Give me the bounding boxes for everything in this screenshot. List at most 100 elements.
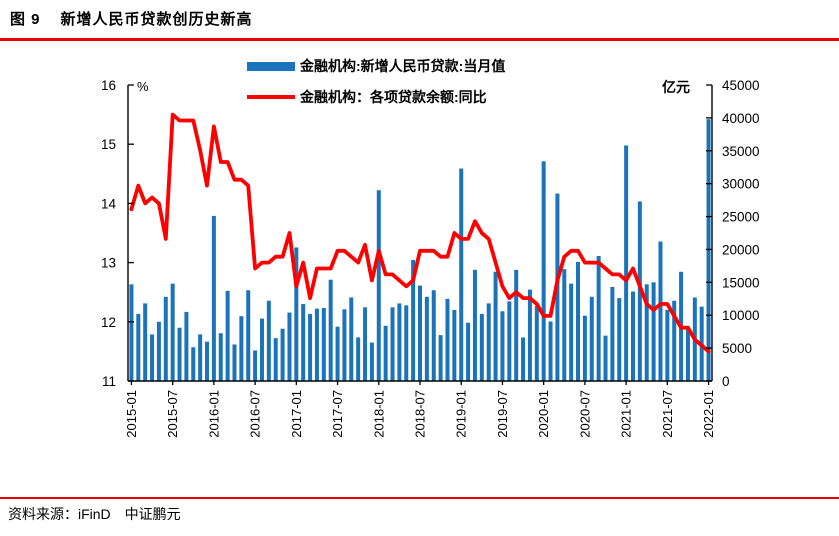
left-axis-tick-label: 11 — [102, 374, 116, 389]
bar — [521, 337, 526, 381]
bar — [665, 309, 670, 381]
x-axis-tick-label: 2018-01 — [371, 390, 386, 438]
source-note: 资料来源：iFinD 中证鹏元 — [8, 506, 181, 522]
bar — [610, 286, 615, 381]
bar — [576, 261, 581, 381]
right-axis-tick-label: 20000 — [722, 242, 760, 257]
x-axis-tick-label: 2020-01 — [536, 390, 551, 438]
bar — [253, 350, 258, 381]
bar — [363, 307, 368, 381]
bar — [486, 303, 491, 381]
bar — [466, 322, 471, 381]
bar — [308, 313, 313, 381]
bar — [472, 269, 477, 381]
bar — [514, 269, 519, 381]
x-axis-tick-label: 2021-01 — [619, 390, 634, 438]
bar — [630, 291, 635, 381]
bar — [404, 305, 409, 381]
bar — [356, 337, 361, 381]
loan-growth-line — [129, 112, 711, 354]
left-axis-tick-label: 16 — [101, 78, 116, 93]
bar — [644, 284, 649, 381]
bar — [624, 145, 629, 381]
bar — [191, 347, 196, 381]
figure-title: 图 9 新增人民币贷款创历史新高 — [10, 8, 253, 29]
left-axis-tick-label: 13 — [101, 256, 116, 271]
x-axis-tick-label: 2021-07 — [660, 390, 675, 438]
line-series-swatch — [247, 95, 295, 99]
x-axis-tick-label: 2019-07 — [495, 390, 510, 438]
x-axis-tick-label: 2016-07 — [248, 390, 263, 438]
bar — [390, 307, 395, 381]
x-axis-tick-label: 2020-07 — [577, 390, 592, 438]
bar — [548, 321, 553, 381]
bar — [431, 290, 436, 381]
bar — [651, 282, 656, 381]
chart-legend: 金融机构:新增人民币贷款:当月值 金融机构：各项贷款余额:同比 — [247, 55, 505, 117]
left-axis-tick-label: 14 — [101, 196, 117, 211]
x-axis-tick-label: 2019-01 — [454, 390, 469, 438]
x-axis-tick-label: 2018-07 — [413, 390, 428, 438]
bar — [136, 313, 141, 381]
legend-label-line: 金融机构：各项贷款余额:同比 — [300, 89, 487, 105]
bar — [424, 296, 429, 381]
bar — [156, 321, 161, 381]
bar — [273, 338, 278, 381]
bar — [314, 308, 319, 381]
bar — [500, 311, 505, 381]
bar — [479, 313, 484, 381]
bar — [129, 284, 134, 381]
bar — [170, 283, 175, 381]
left-axis-unit-label: % — [137, 79, 149, 94]
x-axis-tick-label: 2017-07 — [330, 390, 345, 438]
right-axis-tick-label: 35000 — [722, 144, 760, 159]
bar — [280, 328, 285, 381]
right-axis-tick-label: 40000 — [722, 111, 760, 126]
bar — [459, 168, 464, 381]
bar — [672, 300, 677, 381]
bar — [527, 289, 532, 381]
bar — [143, 303, 148, 381]
right-axis-tick-label: 25000 — [722, 210, 760, 225]
bar — [342, 309, 347, 381]
legend-label-bars: 金融机构:新增人民币贷款:当月值 — [300, 58, 506, 74]
x-axis-tick-label: 2016-01 — [206, 390, 221, 438]
bar — [596, 256, 601, 381]
bar — [452, 309, 457, 381]
figure-title-text: 新增人民币贷款创历史新高 — [60, 11, 253, 28]
bar — [438, 335, 443, 381]
bar — [232, 344, 237, 381]
bar — [418, 285, 422, 381]
right-axis-tick-label: 5000 — [722, 341, 752, 356]
bar — [534, 306, 539, 381]
bar — [294, 247, 299, 381]
bar — [246, 290, 251, 381]
bar — [198, 334, 203, 381]
x-axis-tick-label: 2015-01 — [124, 390, 139, 438]
bar — [541, 161, 546, 381]
bar-series-swatch — [247, 61, 295, 71]
bar — [301, 304, 306, 381]
bar — [706, 119, 711, 381]
bar — [376, 190, 381, 381]
bar — [259, 318, 264, 381]
bar — [603, 335, 608, 381]
bar — [211, 215, 216, 381]
bar — [397, 303, 402, 381]
bar — [562, 269, 567, 381]
bar — [225, 290, 230, 381]
right-axis-unit-label: 亿元 — [662, 79, 690, 95]
bar — [218, 333, 223, 381]
bar — [321, 307, 326, 381]
bar — [493, 271, 498, 381]
left-axis-tick-label: 12 — [101, 315, 116, 330]
bar — [582, 315, 587, 381]
right-axis-tick-label: 15000 — [722, 275, 760, 290]
bar — [163, 296, 168, 381]
bar — [177, 327, 182, 381]
right-axis-tick-label: 45000 — [722, 78, 760, 93]
top-divider-rule — [0, 38, 839, 41]
bottom-divider-rule — [0, 497, 839, 499]
bar — [328, 279, 333, 381]
